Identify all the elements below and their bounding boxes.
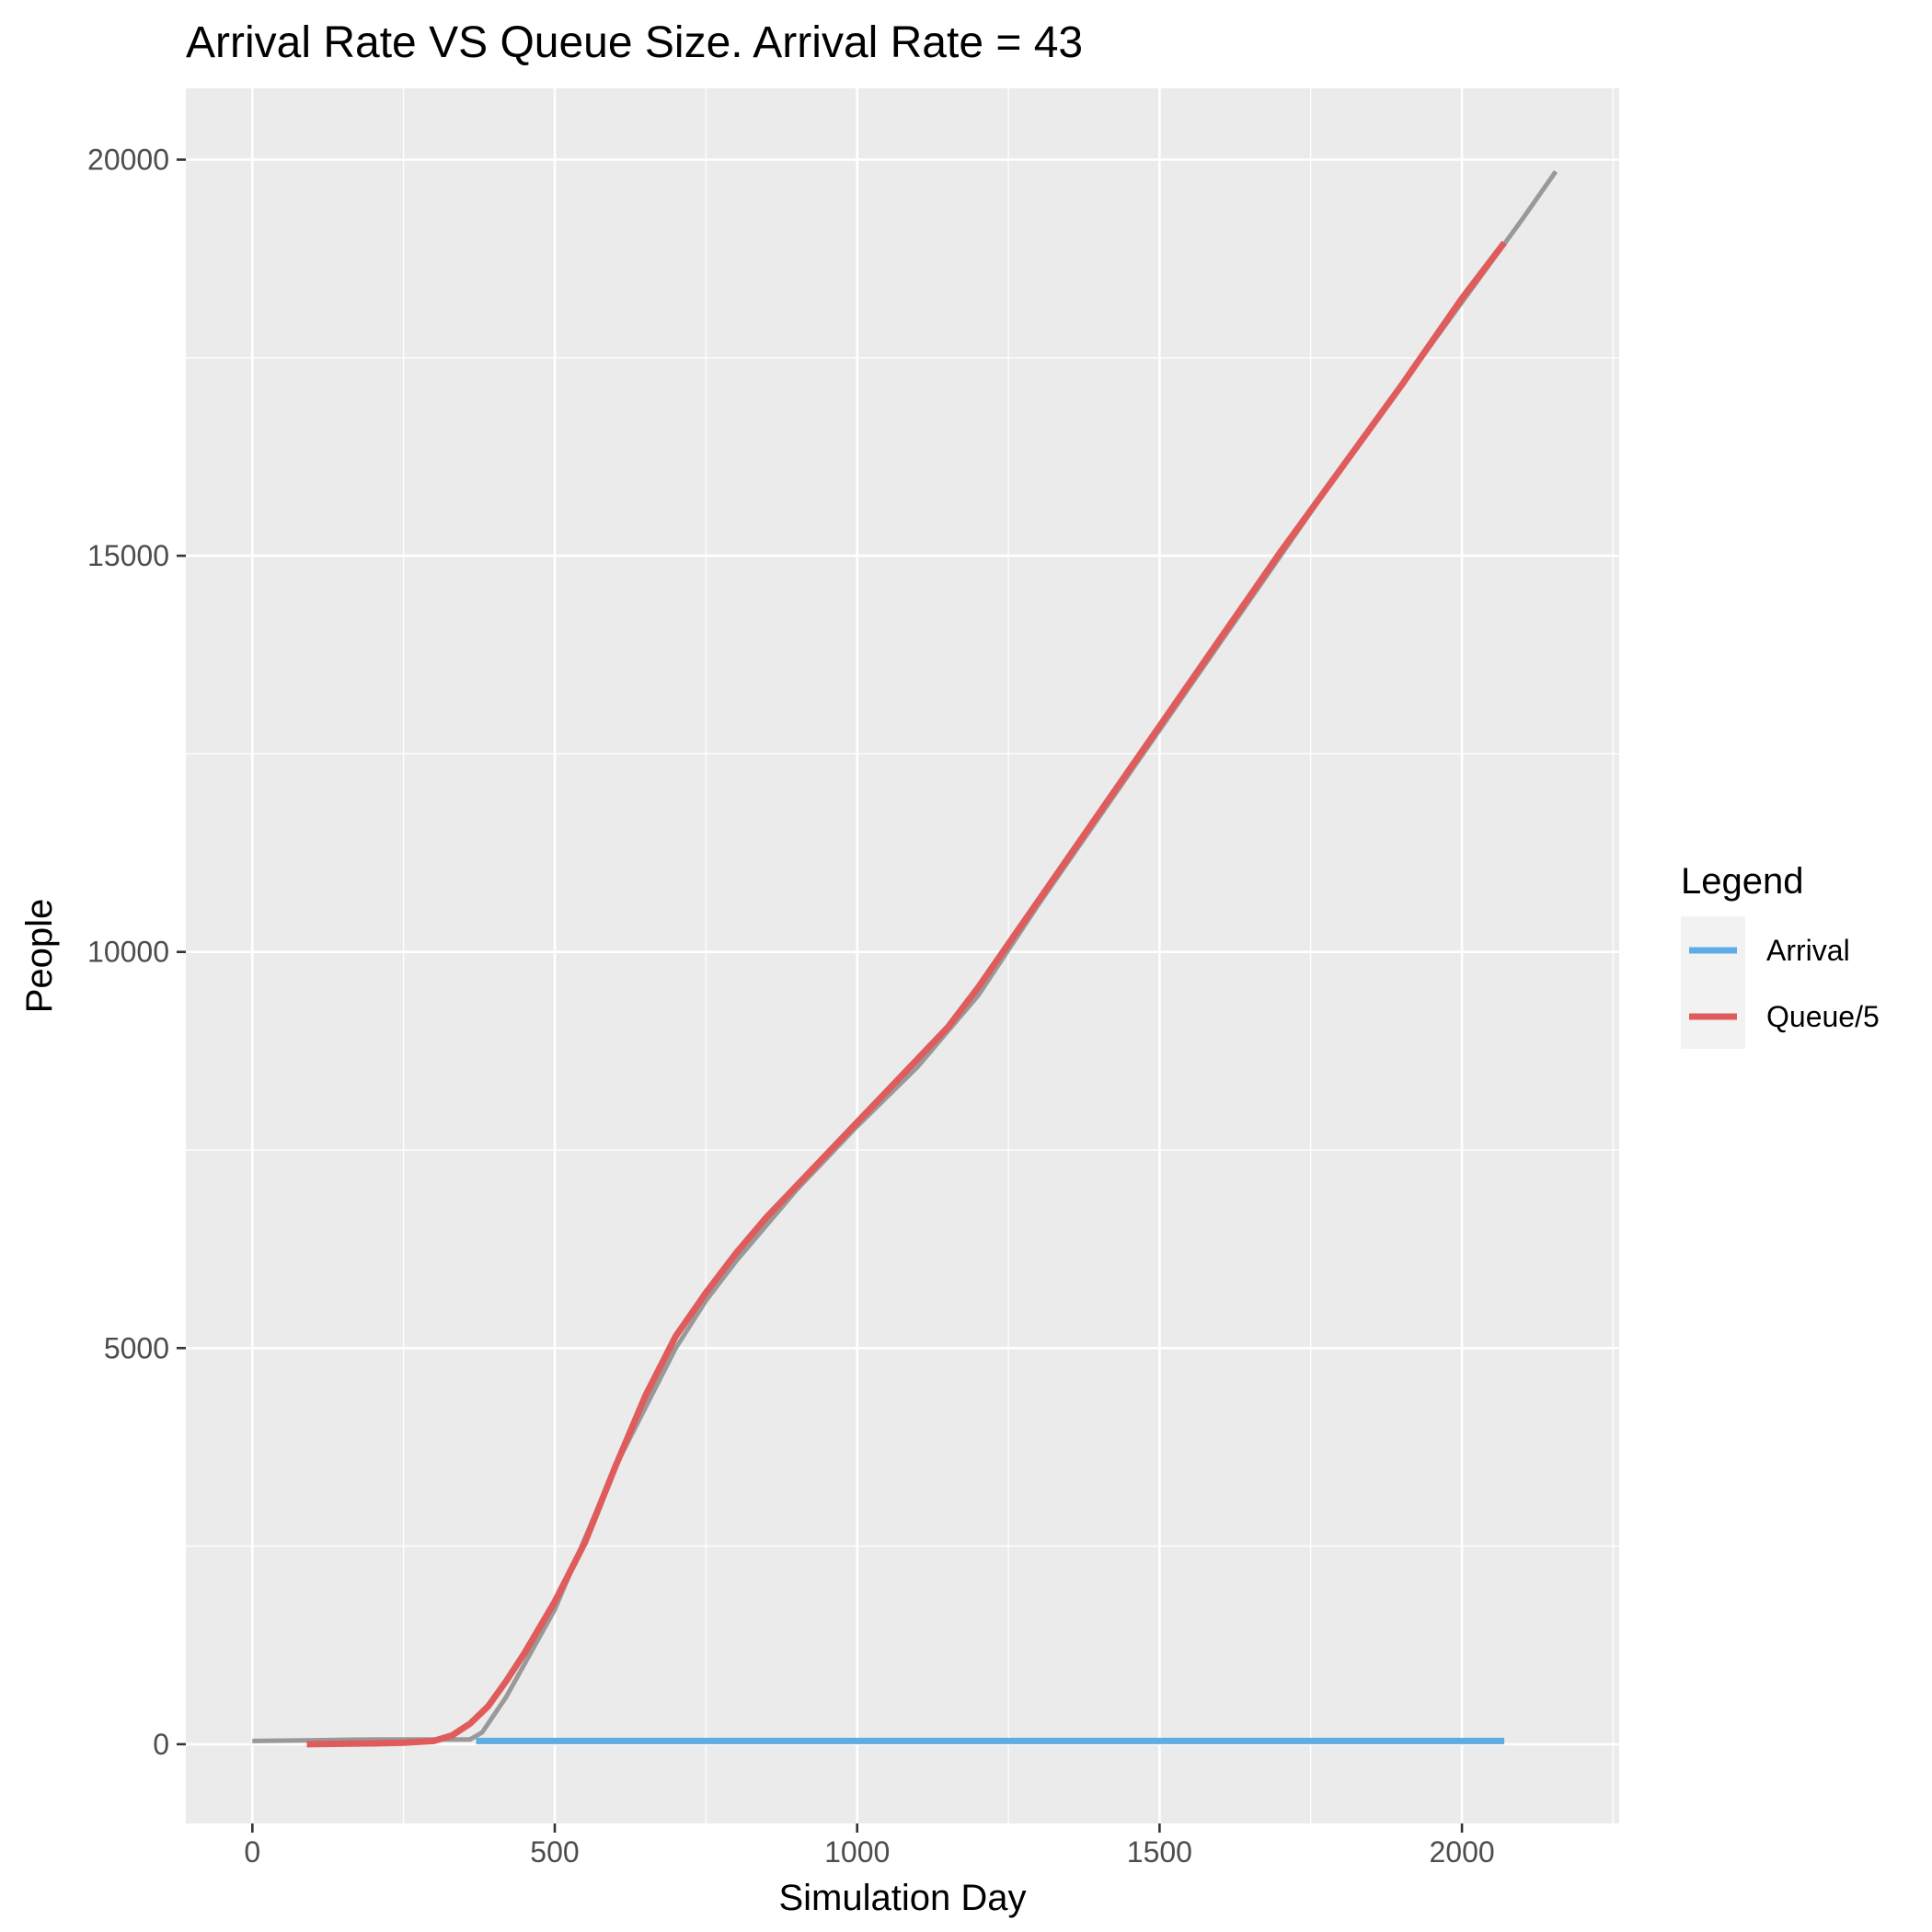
y-axis-ticks: 0 5000 10000 15000 20000: [87, 144, 186, 1761]
y-axis-title: People: [19, 899, 60, 1014]
legend-label: Arrival: [1766, 934, 1850, 967]
x-tick-label: 1500: [1127, 1835, 1192, 1869]
x-tick-label: 0: [244, 1835, 260, 1869]
x-tick-label: 1000: [824, 1835, 890, 1869]
x-tick-label: 500: [530, 1835, 579, 1869]
legend-title: Legend: [1681, 861, 1803, 902]
y-tick-label: 15000: [87, 539, 169, 572]
x-axis-ticks: 0 500 1000 1500 2000: [244, 1823, 1495, 1869]
x-axis-title: Simulation Day: [778, 1878, 1026, 1918]
queue-5-series-line: [306, 240, 1507, 1748]
legend-key-background: [1681, 916, 1745, 1049]
y-tick-label: 5000: [104, 1331, 169, 1364]
legend-label: Queue/5: [1766, 1000, 1880, 1033]
chart-title: Arrival Rate VS Queue Size. Arrival Rate…: [186, 18, 1083, 67]
y-tick-label: 0: [153, 1728, 169, 1761]
y-tick-label: 20000: [87, 144, 169, 177]
series-layer: [252, 169, 1558, 1748]
legend: Legend Arrival Queue/5: [1681, 861, 1880, 1049]
y-tick-label: 10000: [87, 936, 169, 969]
minor-gridlines: [186, 88, 1619, 1823]
plot-panel: [186, 88, 1619, 1823]
x-tick-label: 2000: [1429, 1835, 1494, 1869]
